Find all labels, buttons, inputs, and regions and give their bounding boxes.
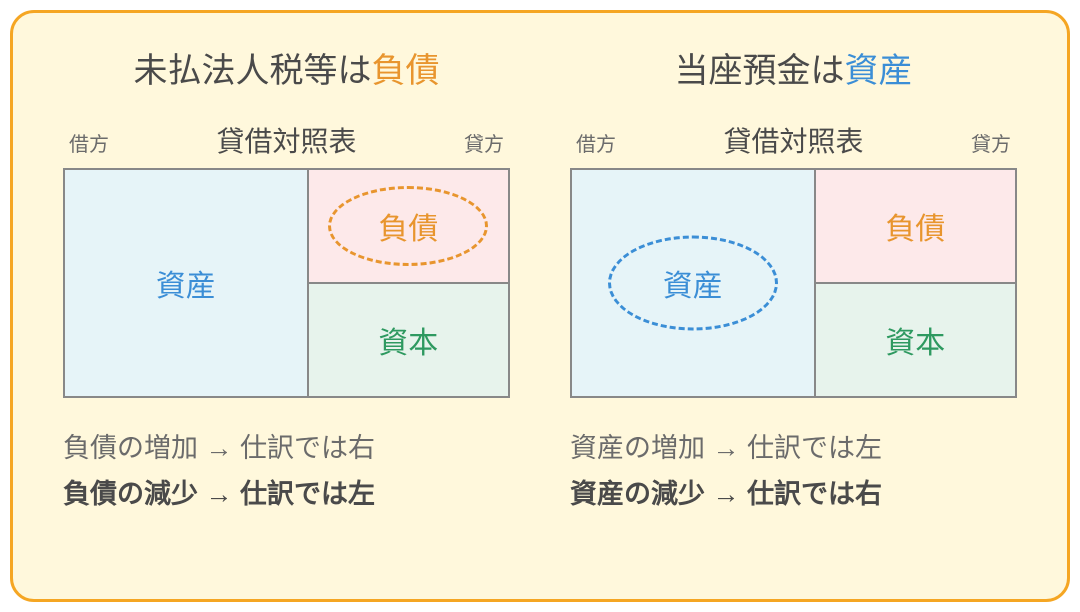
balance-sheet-table: 資産 負債 資本 (570, 168, 1017, 398)
title-highlight: 負債 (372, 52, 440, 90)
note-increase: 負債の増加 → 仕訳では右 (63, 426, 510, 472)
balance-sheet-title: 貸借対照表 (723, 120, 863, 160)
liability-cell: 負債 (309, 170, 508, 284)
right-column: 負債 資本 (816, 170, 1015, 396)
notes: 負債の増加 → 仕訳では右 負債の減少 → 仕訳では左 (63, 426, 510, 518)
notes: 資産の増加 → 仕訳では左 資産の減少 → 仕訳では右 (570, 426, 1017, 518)
asset-label: 資産 (663, 261, 723, 305)
capital-cell: 資本 (309, 284, 508, 396)
asset-label: 資産 (156, 261, 216, 305)
balance-sheet-table: 資産 負債 資本 (63, 168, 510, 398)
capital-label: 資本 (378, 318, 438, 362)
credit-label: 貸方 (464, 128, 504, 157)
credit-label: 貸方 (971, 128, 1011, 157)
note-decrease: 資産の減少 → 仕訳では右 (570, 472, 1017, 518)
right-column: 負債 資本 (309, 170, 508, 396)
note-decrease: 負債の減少 → 仕訳では左 (63, 472, 510, 518)
balance-sheet-header: 借方 貸借対照表 貸方 (63, 120, 510, 160)
title-highlight: 資産 (845, 52, 913, 90)
debit-label: 借方 (69, 128, 109, 157)
panel-right: 当座預金は資産 借方 貸借対照表 貸方 資産 負債 資本 資産の増加 → 仕訳で… (570, 43, 1017, 559)
liability-label: 負債 (885, 204, 945, 248)
panel-title: 未払法人税等は負債 (63, 43, 510, 92)
capital-label: 資本 (885, 318, 945, 362)
panel-title: 当座預金は資産 (570, 43, 1017, 92)
liability-cell: 負債 (816, 170, 1015, 284)
diagram-card: 未払法人税等は負債 借方 貸借対照表 貸方 資産 負債 資本 負債の増加 → 仕… (10, 10, 1070, 602)
balance-sheet-header: 借方 貸借対照表 貸方 (570, 120, 1017, 160)
capital-cell: 資本 (816, 284, 1015, 396)
debit-label: 借方 (576, 128, 616, 157)
liability-label: 負債 (378, 204, 438, 248)
title-prefix: 当座預金は (675, 52, 845, 90)
balance-sheet-title: 貸借対照表 (216, 120, 356, 160)
note-increase: 資産の増加 → 仕訳では左 (570, 426, 1017, 472)
title-prefix: 未払法人税等は (134, 52, 372, 90)
panel-left: 未払法人税等は負債 借方 貸借対照表 貸方 資産 負債 資本 負債の増加 → 仕… (63, 43, 510, 559)
asset-cell: 資産 (65, 170, 309, 396)
asset-cell: 資産 (572, 170, 816, 396)
